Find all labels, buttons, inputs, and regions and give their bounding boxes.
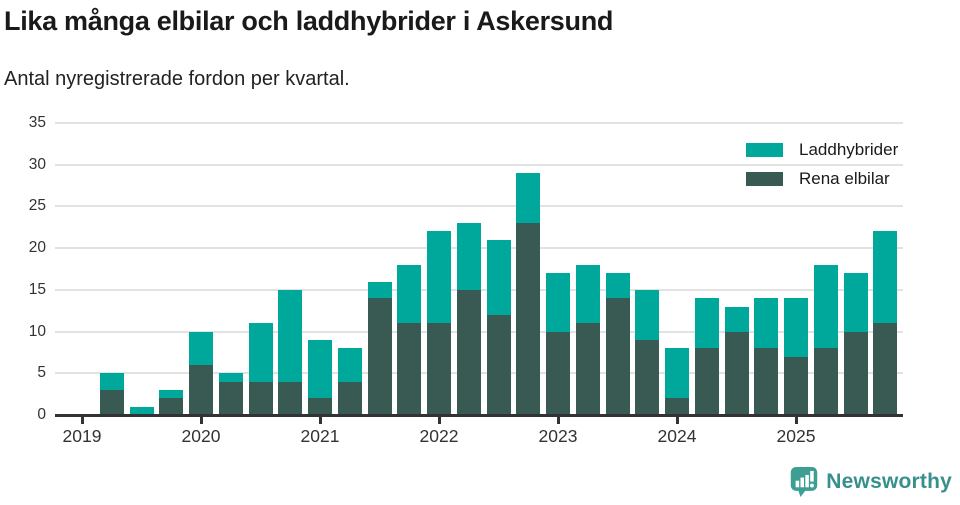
bar-segment-rena-elbilar: [486, 314, 511, 415]
bar-segment-laddhybrider: [367, 281, 392, 299]
newsworthy-bubble-icon: [791, 467, 818, 497]
bar-segment-rena-elbilar: [724, 331, 749, 415]
bar-segment-rena-elbilar: [605, 298, 630, 415]
bar-segment-rena-elbilar: [248, 381, 273, 415]
x-axis-tick-label: 2022: [419, 426, 459, 446]
x-axis-tick-label: 2019: [62, 426, 102, 446]
bar-segment-rena-elbilar: [189, 364, 213, 415]
bar-segment-laddhybrider: [546, 273, 570, 332]
y-axis-tick-label: 5: [37, 364, 46, 382]
bar-segment-rena-elbilar: [754, 348, 779, 415]
bar-segment-rena-elbilar: [99, 389, 124, 415]
legend-swatch-laddhybrider: [746, 143, 783, 157]
bar-segment-laddhybrider: [694, 298, 719, 349]
bar-segment-laddhybrider: [754, 298, 779, 349]
y-axis-tick-label: 25: [28, 197, 46, 215]
bar-segment-rena-elbilar: [218, 381, 243, 415]
bar-segment-laddhybrider: [337, 348, 362, 382]
newsworthy-logo: Newsworthy: [789, 466, 952, 498]
bar-segment-laddhybrider: [129, 406, 154, 415]
bar-segment-rena-elbilar: [308, 398, 332, 415]
bar-segment-rena-elbilar: [665, 398, 689, 415]
bar-segment-rena-elbilar: [278, 381, 303, 415]
legend-item-rena-elbilar: Rena elbilar: [746, 169, 898, 189]
x-axis-tick: [437, 416, 441, 424]
x-axis-tick: [199, 416, 203, 424]
legend-item-laddhybrider: Laddhybrider: [746, 140, 898, 160]
bar-segment-laddhybrider: [308, 339, 332, 399]
bar-segment-rena-elbilar: [337, 381, 362, 415]
bar-segment-rena-elbilar: [784, 356, 808, 415]
bar-segment-laddhybrider: [605, 273, 630, 299]
legend-swatch-rena-elbilar: [746, 172, 783, 186]
gridline-y-35: [55, 121, 903, 124]
bar-segment-laddhybrider: [248, 323, 273, 382]
x-axis-tick: [675, 416, 679, 424]
x-axis-tick-label: 2024: [657, 426, 697, 446]
bar-segment-laddhybrider: [516, 173, 541, 224]
bar-segment-laddhybrider: [456, 223, 481, 290]
x-axis-tick-label: 2025: [776, 426, 816, 446]
bar-segment-laddhybrider: [843, 273, 868, 332]
bar-segment-laddhybrider: [99, 373, 124, 390]
bar-segment-rena-elbilar: [397, 323, 422, 415]
bar-segment-laddhybrider: [813, 264, 838, 349]
x-axis-tick-label: 2020: [181, 426, 221, 446]
chart-subtitle: Antal nyregistrerade fordon per kvartal.: [4, 68, 350, 90]
x-axis-tick: [556, 416, 560, 424]
legend-label-laddhybrider: Laddhybrider: [799, 140, 899, 159]
legend: Laddhybrider Rena elbilar: [746, 140, 898, 189]
y-axis-tick-label: 35: [28, 113, 46, 131]
bar-segment-rena-elbilar: [694, 348, 719, 415]
y-axis-tick-label: 20: [28, 239, 46, 257]
x-axis-tick: [318, 416, 322, 424]
bar-segment-laddhybrider: [873, 231, 898, 324]
bar-segment-laddhybrider: [397, 264, 422, 324]
y-axis-tick-label: 15: [28, 280, 46, 298]
y-axis-tick-label: 30: [28, 155, 46, 173]
bar-segment-rena-elbilar: [427, 323, 451, 415]
bar-segment-rena-elbilar: [575, 323, 600, 415]
bar-segment-laddhybrider: [159, 389, 184, 399]
x-axis-line: [55, 413, 903, 417]
bar-segment-laddhybrider: [724, 306, 749, 332]
bar-segment-rena-elbilar: [635, 339, 660, 415]
bar-segment-laddhybrider: [427, 231, 451, 324]
bar-segment-rena-elbilar: [516, 223, 541, 415]
newsworthy-brand-text: Newsworthy: [826, 470, 952, 493]
bar-segment-laddhybrider: [189, 331, 213, 365]
bar-segment-laddhybrider: [278, 289, 303, 382]
x-axis-tick-label: 2021: [300, 426, 340, 446]
bar-segment-rena-elbilar: [546, 331, 570, 415]
bar-segment-laddhybrider: [635, 289, 660, 340]
bar-segment-rena-elbilar: [873, 323, 898, 415]
x-axis-tick: [794, 416, 798, 424]
bar-segment-rena-elbilar: [813, 348, 838, 415]
x-axis-tick: [80, 416, 84, 424]
y-axis-tick-label: 0: [37, 406, 46, 423]
legend-label-rena-elbilar: Rena elbilar: [799, 169, 890, 188]
bar-segment-laddhybrider: [665, 348, 689, 399]
bar-segment-laddhybrider: [218, 373, 243, 382]
bar-segment-rena-elbilar: [159, 398, 184, 415]
plot-area: Laddhybrider Rena elbilar 0 5 10 15 20 25 30 35…: [0, 110, 960, 455]
bar-segment-rena-elbilar: [367, 298, 392, 415]
bar-segment-rena-elbilar: [843, 331, 868, 415]
gridline-y-25: [55, 205, 903, 208]
bar-segment-laddhybrider: [575, 264, 600, 324]
bar-segment-rena-elbilar: [456, 289, 481, 415]
x-axis-tick-label: 2023: [538, 426, 578, 446]
gridline-y-30: [55, 163, 903, 166]
bar-segment-laddhybrider: [486, 239, 511, 315]
bar-segment-laddhybrider: [784, 298, 808, 357]
chart-title: Lika många elbilar och laddhybrider i As…: [4, 6, 614, 36]
y-axis-tick-label: 10: [28, 322, 46, 340]
